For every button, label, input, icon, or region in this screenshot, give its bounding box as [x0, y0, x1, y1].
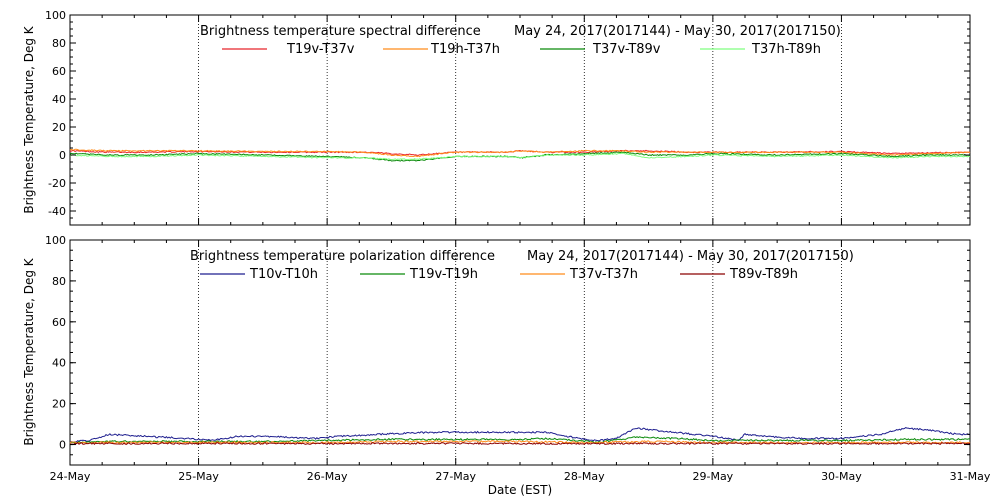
- y-tick-label: 60: [52, 316, 66, 329]
- top-date-range: May 24, 2017(2017144) - May 30, 2017(201…: [514, 24, 841, 39]
- bottom-y-axis-label: Brightness Temperature, Deg K: [22, 257, 36, 445]
- bottom-chart-title: Brightness temperature polarization diff…: [190, 249, 495, 264]
- legend-label: T10v-T10h: [249, 267, 318, 282]
- x-tick-label: 31-May: [950, 470, 991, 483]
- x-tick-label: 30-May: [821, 470, 862, 483]
- legend-label: T19v-T37v: [286, 42, 355, 57]
- bottom-date-range: May 24, 2017(2017144) - May 30, 2017(201…: [527, 249, 854, 264]
- y-tick-label: 60: [52, 65, 66, 78]
- top-legend: T19v-T37v T19h-T37h T37v-T89v T37h-T89h: [222, 42, 821, 57]
- y-tick-label: 100: [45, 9, 66, 22]
- legend-label: T37h-T89h: [751, 42, 821, 57]
- y-tick-label: 0: [59, 439, 66, 452]
- polarization-difference-panel: 0 20 40 60 80 100 24-May 25-May 26-May 27-May 28-…: [22, 234, 991, 497]
- y-tick-label: 80: [52, 37, 66, 50]
- x-tick-label: 26-May: [307, 470, 348, 483]
- y-tick-label: 100: [45, 234, 66, 247]
- bottom-series-group: [69, 427, 971, 446]
- legend-label: T19h-T37h: [430, 42, 500, 57]
- series-line: [69, 440, 971, 445]
- legend-label: T19v-T19h: [409, 267, 478, 282]
- top-series-group: [69, 148, 971, 162]
- x-tick-label: 28-May: [564, 470, 605, 483]
- y-tick-label: -20: [48, 177, 66, 190]
- legend-label: T37v-T89v: [592, 42, 661, 57]
- spectral-difference-panel: -40 -20 0 20 40 60 80 100 Brightness temperatur…: [22, 9, 971, 226]
- y-tick-label: -40: [48, 205, 66, 218]
- x-tick-label: 24-May: [50, 470, 91, 483]
- y-tick-label: 40: [52, 357, 66, 370]
- bottom-legend: T10v-T10h T19v-T19h T37v-T37h T89v-T89h: [200, 267, 798, 282]
- top-x-ticks: [69, 15, 971, 225]
- y-tick-label: 80: [52, 275, 66, 288]
- top-y-ticks: -40 -20 0 20 40 60 80 100: [45, 9, 970, 226]
- y-tick-label: 20: [52, 121, 66, 134]
- bottom-x-ticks: 24-May 25-May 26-May 27-May 28-May 29-May 30-M…: [50, 240, 991, 483]
- series-line: [69, 148, 971, 158]
- y-tick-label: 40: [52, 93, 66, 106]
- bottom-y-ticks: 0 20 40 60 80 100: [45, 234, 970, 466]
- y-tick-label: 20: [52, 398, 66, 411]
- top-y-axis-label: Brightness Temperature, Deg K: [22, 25, 36, 213]
- series-line: [69, 427, 971, 443]
- top-chart-title: Brightness temperature spectral differen…: [200, 24, 481, 39]
- legend-label: T37v-T37h: [569, 267, 638, 282]
- x-tick-label: 29-May: [692, 470, 733, 483]
- y-tick-label: 0: [59, 149, 66, 162]
- series-line: [69, 152, 971, 161]
- top-gridlines: [198, 15, 842, 225]
- series-line: [69, 442, 971, 446]
- legend-label: T89v-T89h: [729, 267, 798, 282]
- x-tick-label: 27-May: [435, 470, 476, 483]
- x-tick-label: 25-May: [178, 470, 219, 483]
- x-axis-label: Date (EST): [488, 483, 552, 497]
